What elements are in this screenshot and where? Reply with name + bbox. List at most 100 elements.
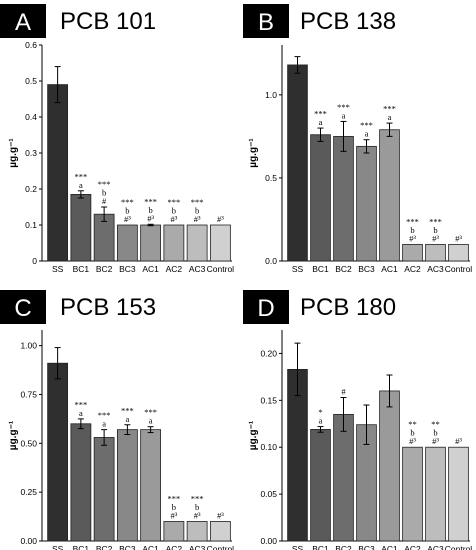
bar-annotation: a	[365, 129, 369, 139]
x-tick-label: SS	[52, 264, 64, 274]
y-axis-label: µg.g⁻¹	[248, 138, 259, 168]
bar	[163, 521, 185, 542]
panel-badge	[243, 290, 289, 324]
bar-annotation: ***	[191, 197, 204, 207]
x-tick-label: Control	[445, 544, 473, 550]
panel-letter: B	[258, 9, 274, 36]
y-axis-label: µg.g⁻¹	[8, 420, 19, 450]
bar-annotation: ***	[98, 179, 111, 189]
bar-annotation: #³	[455, 436, 462, 446]
bar	[287, 64, 308, 262]
bar-annotation: a	[149, 416, 153, 426]
y-tick-label: 0.00	[20, 536, 37, 546]
y-tick-label: 0.00	[260, 536, 277, 546]
bar-annotation: a	[79, 408, 83, 418]
x-tick-label: BC1	[312, 264, 329, 274]
x-tick-label: BC3	[119, 264, 136, 274]
bar-annotation: #³	[147, 213, 154, 223]
bar-annotation: b	[433, 428, 437, 438]
bar-annotation: a	[388, 112, 392, 122]
bar	[209, 224, 231, 262]
x-tick-label: AC1	[381, 544, 398, 550]
bar-annotation: a	[125, 414, 129, 424]
bar	[425, 446, 446, 542]
bar-annotation: a	[342, 110, 346, 120]
bar-annotation: b	[102, 188, 106, 198]
x-tick-label: BC1	[73, 544, 90, 550]
bar-annotation: a	[79, 180, 83, 190]
x-tick-label: AC3	[189, 544, 206, 550]
bar-annotation: #³	[170, 214, 177, 224]
x-tick-label: BC2	[96, 264, 113, 274]
x-tick-label: BC3	[358, 264, 375, 274]
x-tick-label: BC3	[358, 544, 375, 550]
x-tick-label: SS	[292, 544, 304, 550]
chart-title: PCB 180	[300, 294, 396, 321]
x-tick-label: AC3	[189, 264, 206, 274]
x-tick-label: AC3	[427, 264, 444, 274]
bar-annotation: #³	[217, 214, 224, 224]
y-tick-label: 0.05	[260, 489, 277, 499]
x-tick-label: SS	[52, 544, 64, 550]
bar	[47, 362, 69, 542]
bar-annotation: a	[102, 419, 106, 429]
x-tick-label: AC2	[166, 264, 183, 274]
bar-annotation: a	[319, 117, 323, 127]
bar	[116, 224, 138, 262]
bar-annotation: ***	[144, 196, 157, 206]
bar-annotation: ***	[360, 120, 373, 130]
x-tick-label: Control	[207, 264, 235, 274]
bar	[448, 243, 469, 262]
x-tick-label: BC1	[312, 544, 329, 550]
x-tick-label: AC1	[142, 264, 159, 274]
panel-letter: D	[257, 295, 274, 322]
bar	[163, 224, 185, 262]
panel-badge	[0, 290, 46, 324]
bar	[448, 446, 469, 542]
x-tick-label: AC3	[427, 544, 444, 550]
y-tick-label: 0.20	[260, 348, 277, 358]
bar-annotation: #³	[432, 233, 439, 243]
bar-annotation: a	[319, 416, 323, 426]
bar-annotation: b	[195, 206, 199, 216]
x-tick-label: AC1	[381, 264, 398, 274]
bar-annotation: b	[172, 206, 176, 216]
bar-annotation: ***	[314, 109, 327, 119]
bar-annotation: ***	[191, 493, 204, 503]
y-axis-label: µg.g⁻¹	[8, 138, 19, 168]
panel-badge	[0, 4, 46, 38]
y-tick-label: 0.5	[265, 173, 277, 183]
bar-annotation: ***	[406, 216, 419, 226]
bar-annotation: ***	[168, 493, 181, 503]
y-tick-label: 0.3	[25, 148, 37, 158]
x-tick-label: AC2	[404, 544, 421, 550]
x-tick-label: BC2	[335, 264, 352, 274]
panel-d: D PCB 180 0.00 0.05 0.10 0.15 0.20 µg.g⁻¹ SS *a BC…	[243, 290, 472, 550]
bar-annotation: #³	[432, 436, 439, 446]
bar	[70, 423, 92, 542]
y-tick-label: 0.0	[265, 256, 277, 266]
bar-annotation: #	[102, 196, 107, 206]
bar	[186, 521, 208, 542]
bar-annotation: ***	[121, 197, 134, 207]
bar-annotation: #	[341, 387, 346, 397]
bar	[209, 521, 231, 542]
bar-annotation: #³	[455, 233, 462, 243]
x-tick-label: AC1	[142, 544, 159, 550]
bar	[47, 84, 69, 262]
panel-letter: A	[15, 9, 31, 36]
bar-annotation: ***	[144, 407, 157, 417]
bar-annotation: ***	[98, 410, 111, 420]
bar	[402, 446, 423, 542]
bar-annotation: b	[433, 225, 437, 235]
bar	[310, 429, 331, 542]
bar-annotation: *	[318, 407, 322, 417]
y-tick-label: 0.6	[25, 40, 37, 50]
panel-c: C PCB 1530.000.250.500.751.00µg.g⁻¹SS***a…	[0, 290, 234, 550]
bar-annotation: **	[408, 419, 417, 429]
x-tick-label: AC2	[404, 264, 421, 274]
bar-annotation: b	[410, 428, 414, 438]
x-tick-label: SS	[292, 264, 304, 274]
panel-b: B PCB 1380.00.51.0µg.g⁻¹SS***aBC1***aBC2*…	[243, 4, 472, 274]
bar	[93, 437, 115, 542]
